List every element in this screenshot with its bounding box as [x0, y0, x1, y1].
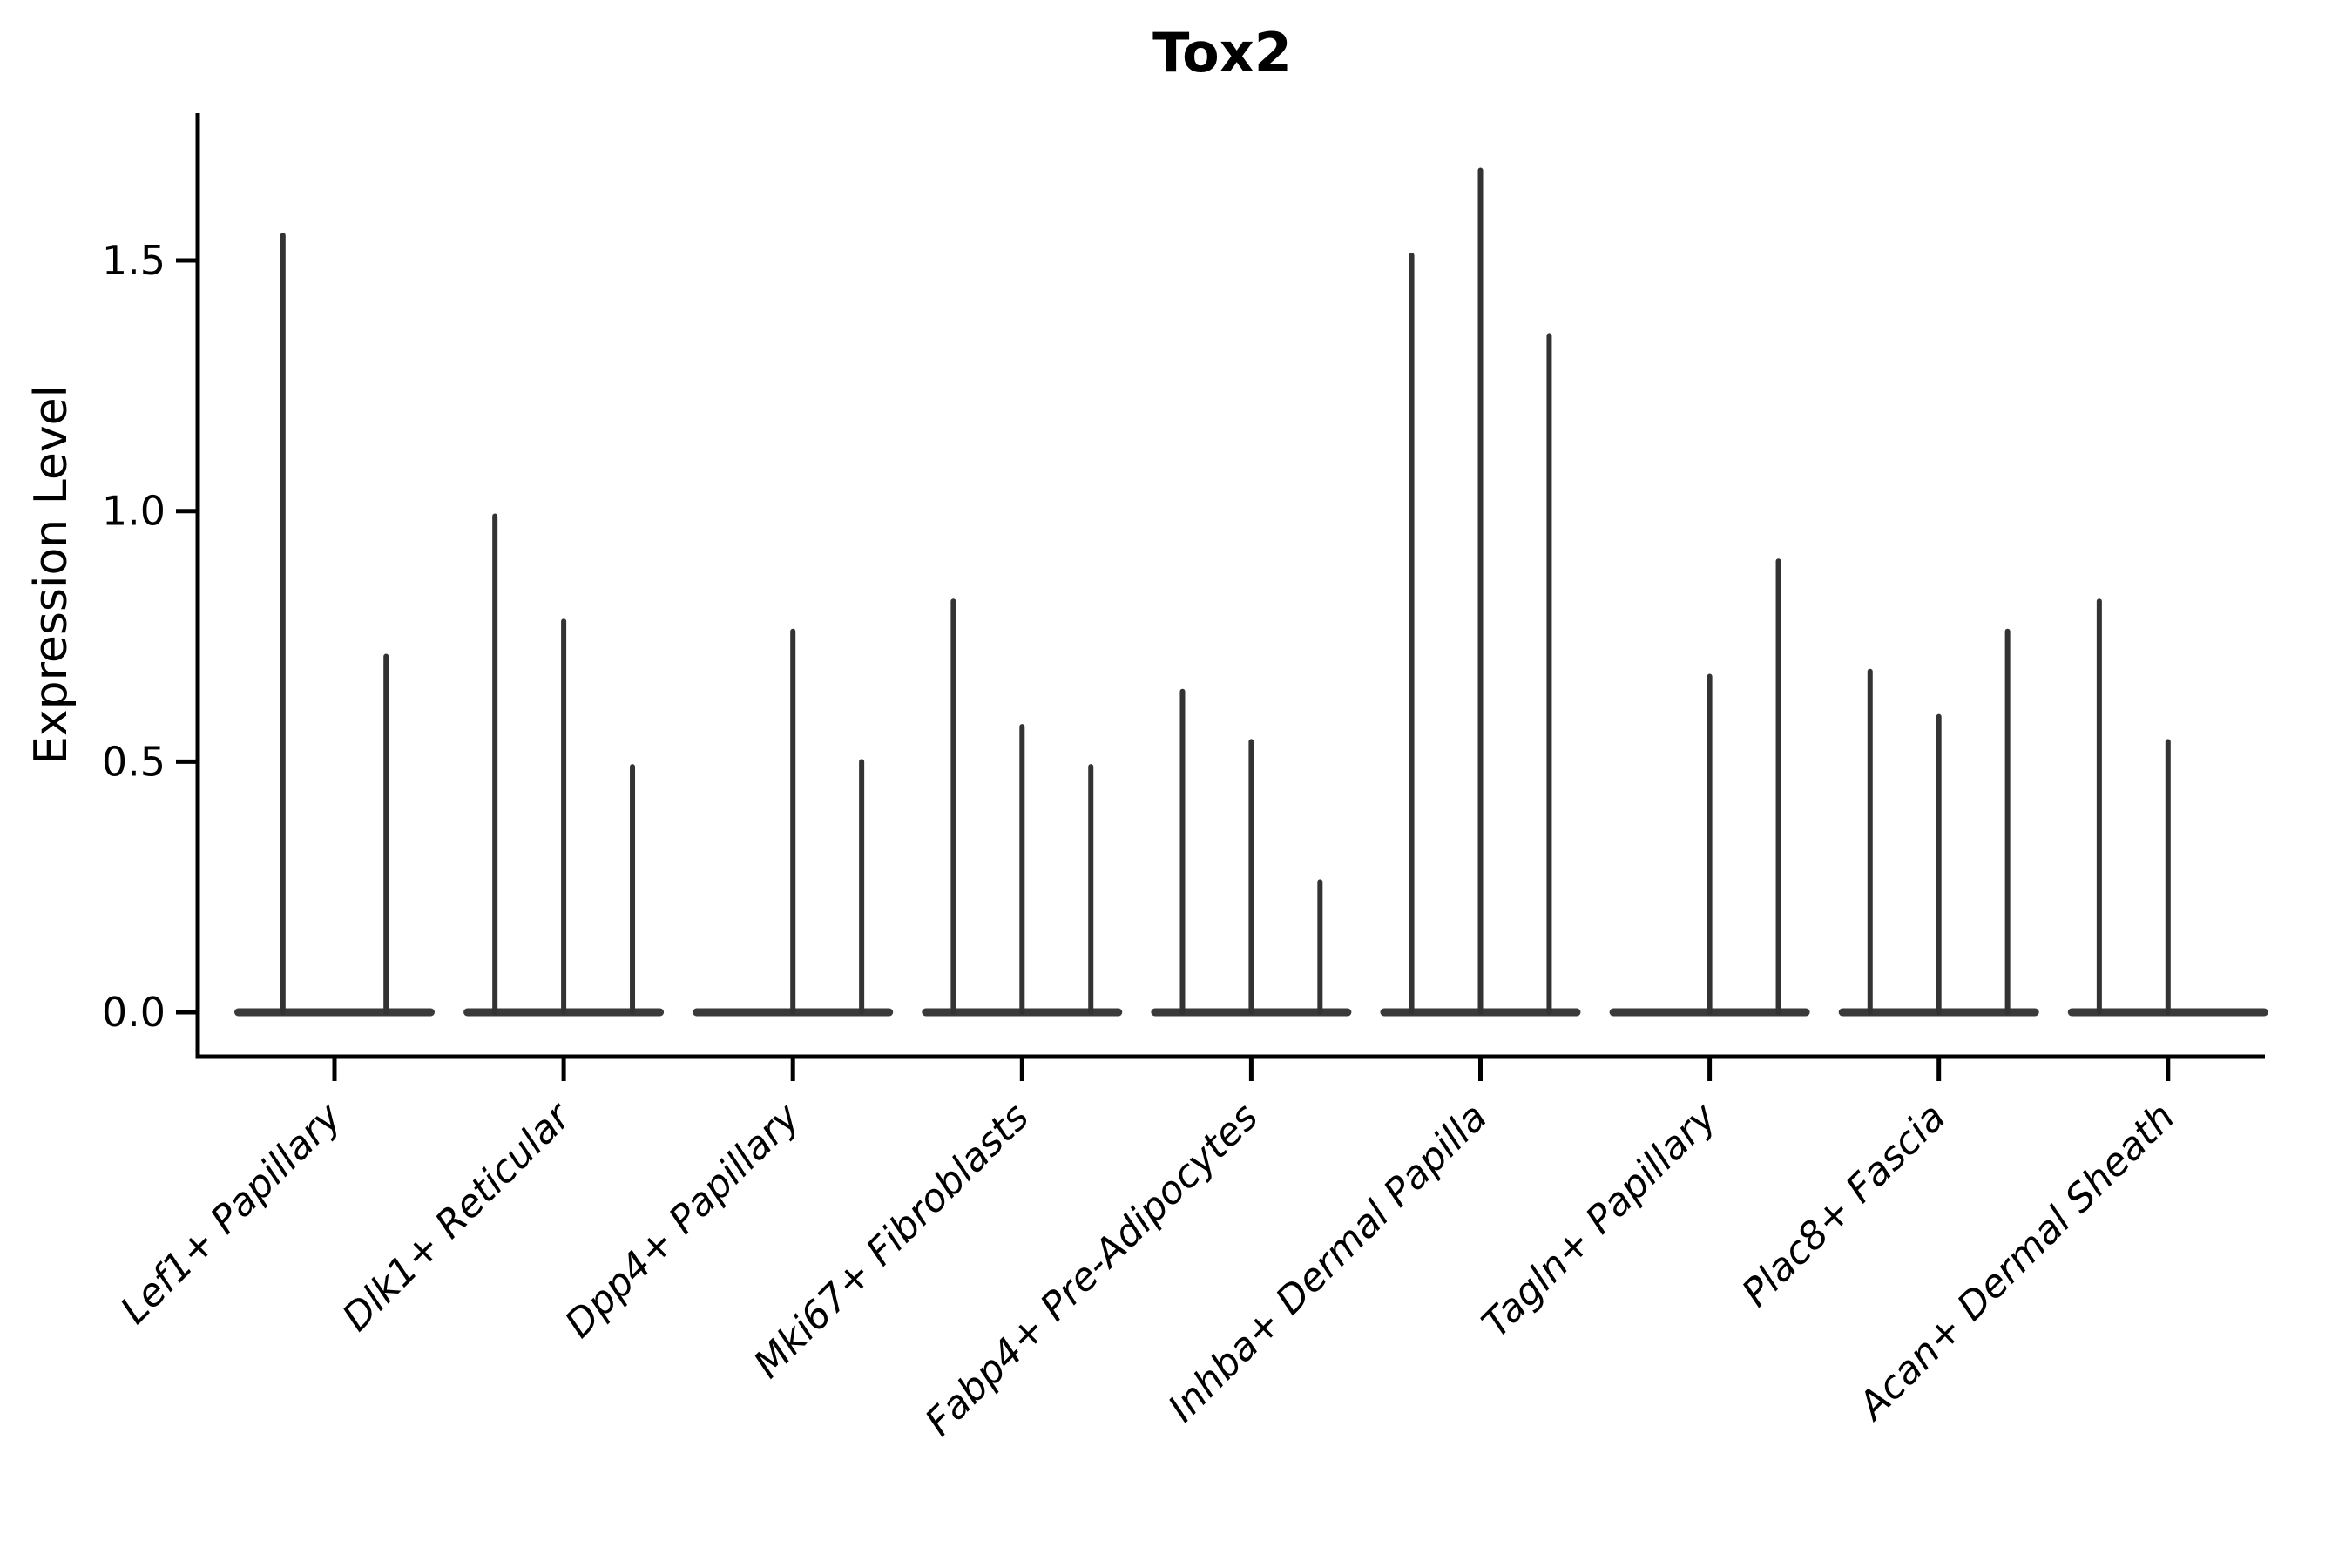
x-tick-label: Dlk1+ Reticular — [335, 1093, 581, 1340]
y-tick-label: 1.0 — [102, 488, 166, 535]
x-tick-label: Dpp4+ Papillary — [557, 1094, 809, 1347]
y-tick-label: 0.5 — [102, 738, 166, 785]
y-tick-label: 1.5 — [102, 237, 166, 284]
x-tick-label: Plac8+ Fascia — [1734, 1095, 1954, 1315]
violin-baseline — [234, 1008, 435, 1017]
x-tick-label: Lef1+ Papillary — [112, 1094, 351, 1333]
y-axis-label: Expression Level — [25, 385, 78, 765]
y-tick-label: 0.0 — [102, 989, 166, 1036]
x-tick-label: Tagln+ Papillary — [1474, 1094, 1726, 1346]
plot-title: Tox2 — [1152, 21, 1292, 84]
